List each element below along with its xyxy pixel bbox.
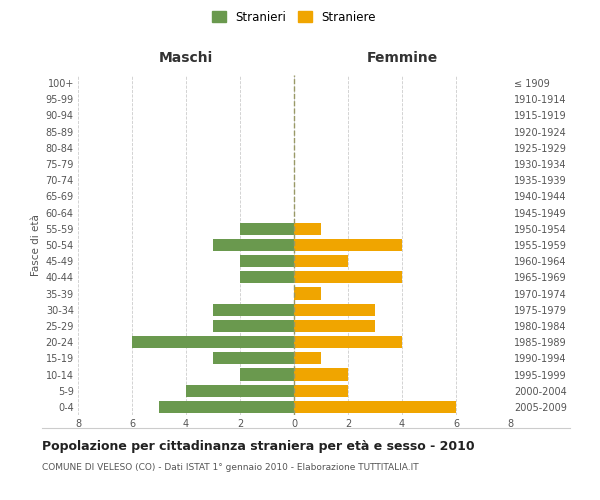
Bar	[213, 239, 294, 251]
Bar	[213, 320, 294, 332]
Text: Popolazione per cittadinanza straniera per età e sesso - 2010: Popolazione per cittadinanza straniera p…	[42, 440, 475, 453]
Bar	[294, 222, 321, 235]
Bar	[186, 384, 294, 397]
Bar	[294, 272, 402, 283]
Bar	[240, 222, 294, 235]
Bar	[294, 255, 348, 268]
Text: Maschi: Maschi	[159, 51, 213, 65]
Bar	[294, 352, 321, 364]
Bar	[294, 336, 402, 348]
Bar	[294, 320, 375, 332]
Bar	[132, 336, 294, 348]
Bar	[213, 304, 294, 316]
Y-axis label: Fasce di età: Fasce di età	[31, 214, 41, 276]
Bar	[240, 368, 294, 380]
Bar	[159, 401, 294, 413]
Bar	[240, 255, 294, 268]
Bar	[294, 239, 402, 251]
Bar	[294, 288, 321, 300]
Bar	[294, 384, 348, 397]
Bar	[294, 368, 348, 380]
Text: COMUNE DI VELESO (CO) - Dati ISTAT 1° gennaio 2010 - Elaborazione TUTTITALIA.IT: COMUNE DI VELESO (CO) - Dati ISTAT 1° ge…	[42, 463, 419, 472]
Bar	[294, 304, 375, 316]
Legend: Stranieri, Straniere: Stranieri, Straniere	[207, 6, 381, 28]
Bar	[213, 352, 294, 364]
Bar	[294, 401, 456, 413]
Text: Femmine: Femmine	[367, 51, 437, 65]
Bar	[240, 272, 294, 283]
